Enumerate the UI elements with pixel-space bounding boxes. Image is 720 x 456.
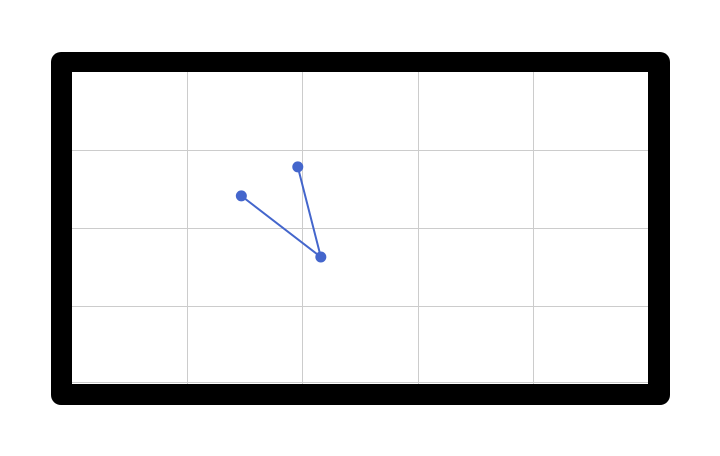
grid	[72, 72, 648, 384]
vertex-point-1[interactable]	[235, 190, 247, 202]
polyline-path	[240, 166, 323, 260]
vertex-point-2[interactable]	[315, 251, 327, 263]
canvas-svg[interactable]	[72, 72, 648, 384]
vertex-point-3[interactable]	[292, 161, 304, 173]
vertex-points	[235, 161, 327, 263]
drawing-canvas[interactable]	[72, 72, 648, 384]
